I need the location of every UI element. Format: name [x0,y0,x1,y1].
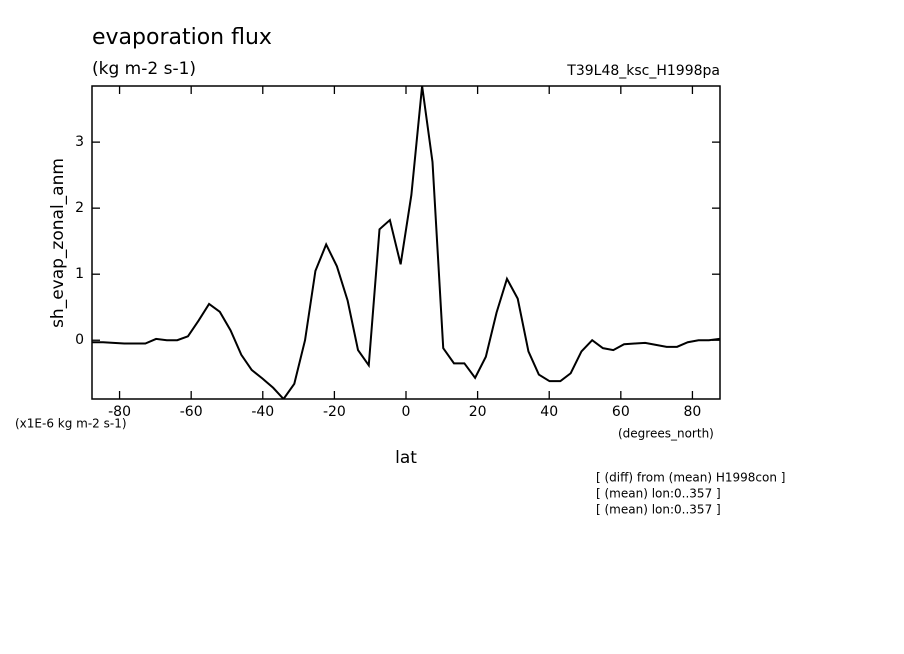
x-axis-unit: (degrees_north) [618,427,714,441]
data-line [92,86,720,399]
plot-frame [91,85,721,400]
x-tick-label: -80 [108,404,131,420]
y-tick-label: 1 [75,266,84,282]
y-axis-unit: (x1E-6 kg m-2 s-1) [15,417,127,431]
run-label: T39L48_ksc_H1998pa [566,63,720,79]
x-axis-label: lat [395,448,417,468]
chart-subtitle: (kg m-2 s-1) [92,59,196,79]
chart-title: evaporation flux [92,25,272,50]
y-tick-label: 0 [75,332,84,348]
y-tick-label: 3 [75,134,84,150]
y-axis-label: sh_evap_zonal_anm [48,158,68,328]
x-tick-label: -20 [323,404,346,420]
annotation: [ (mean) lon:0..357 ] [596,487,721,501]
x-tick-label: -60 [180,404,203,420]
annotation: [ (diff) from (mean) H1998con ] [596,471,785,485]
annotation: [ (mean) lon:0..357 ] [596,503,721,517]
y-tick-label: 2 [75,200,84,216]
x-tick-label: 0 [402,404,411,420]
x-tick-label: 60 [612,404,630,420]
x-tick-label: 80 [684,404,702,420]
x-tick-label: 20 [469,404,487,420]
x-tick-label: -40 [251,404,274,420]
x-tick-label: 40 [540,404,558,420]
